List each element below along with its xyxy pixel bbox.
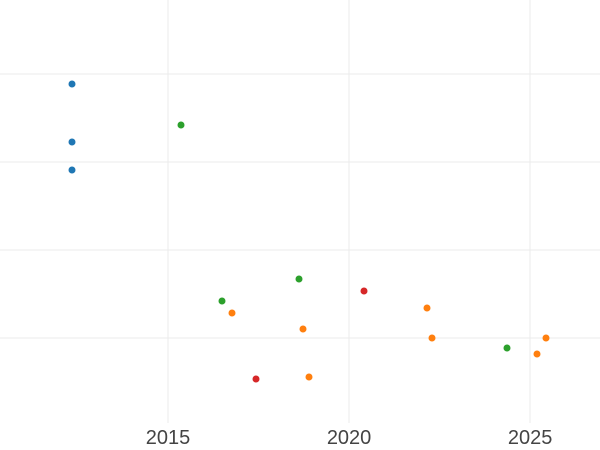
x-axis: 2015 2020 2025 <box>0 426 600 450</box>
data-point-green <box>218 297 226 305</box>
data-point-green <box>295 275 303 283</box>
data-point-orange <box>428 334 436 342</box>
data-point-orange <box>423 304 431 312</box>
data-point-red <box>360 287 368 295</box>
data-point-blue <box>68 166 76 174</box>
gridline-horizontal <box>0 249 600 251</box>
gridline-vertical <box>529 0 531 423</box>
x-tick-label: 2015 <box>145 427 191 449</box>
gridline-horizontal <box>0 337 600 339</box>
gridline-vertical <box>167 0 169 423</box>
data-point-orange <box>533 350 541 358</box>
data-point-green <box>503 344 511 352</box>
data-point-red <box>252 375 260 383</box>
data-point-orange <box>228 309 236 317</box>
data-point-orange <box>305 373 313 381</box>
data-point-green <box>177 121 185 129</box>
data-point-blue <box>68 138 76 146</box>
gridline-vertical <box>348 0 350 423</box>
data-point-orange <box>542 334 550 342</box>
gridline-horizontal <box>0 161 600 163</box>
data-point-blue <box>68 80 76 88</box>
x-tick-label: 2020 <box>326 427 372 449</box>
gridline-horizontal <box>0 73 600 75</box>
x-tick-label: 2025 <box>507 427 553 449</box>
data-point-orange <box>299 325 307 333</box>
plot-area <box>0 0 600 423</box>
